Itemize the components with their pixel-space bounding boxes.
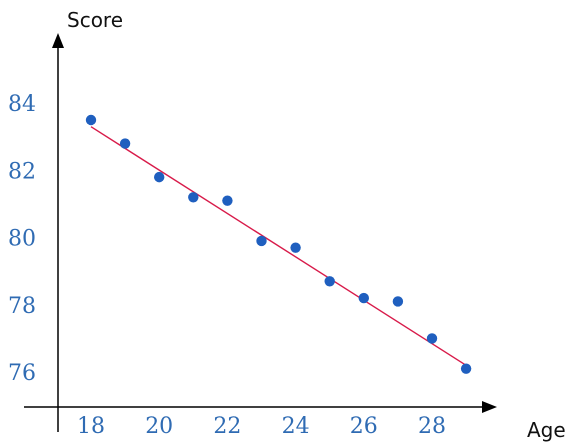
y-tick-label: 78 — [8, 294, 36, 319]
data-points — [85, 114, 472, 374]
x-tick-label: 20 — [145, 414, 173, 439]
y-tick-label: 76 — [8, 361, 36, 386]
data-point — [392, 296, 404, 307]
data-point — [426, 333, 438, 344]
data-point — [154, 171, 165, 183]
data-point — [256, 235, 267, 247]
trendline-layer — [90, 126, 467, 366]
y-tick-label: 80 — [8, 227, 36, 252]
data-point — [188, 192, 199, 203]
data-point — [358, 292, 369, 304]
trendline — [90, 126, 467, 366]
x-tick-label: 24 — [282, 414, 310, 439]
x-tick-label: 28 — [418, 414, 446, 439]
data-point — [290, 242, 301, 253]
x-tick-label: 22 — [213, 414, 241, 439]
data-point — [85, 114, 97, 126]
y-tick-labels: 76 78 80 82 84 — [8, 92, 36, 386]
data-point — [222, 195, 233, 206]
x-tick-label: 18 — [77, 414, 105, 439]
y-axis-title: Score — [67, 8, 123, 32]
y-axis-arrow — [52, 33, 64, 48]
data-point — [460, 363, 472, 374]
axes — [24, 33, 497, 432]
x-tick-label: 26 — [350, 414, 378, 439]
y-tick-label: 82 — [8, 159, 36, 184]
x-tick-labels: 18 20 22 24 26 28 — [77, 414, 446, 439]
x-axis-arrow — [482, 401, 497, 413]
data-point — [119, 138, 131, 149]
data-point — [324, 276, 335, 287]
x-axis-title: Age — [527, 418, 566, 442]
y-tick-label: 84 — [8, 92, 36, 117]
